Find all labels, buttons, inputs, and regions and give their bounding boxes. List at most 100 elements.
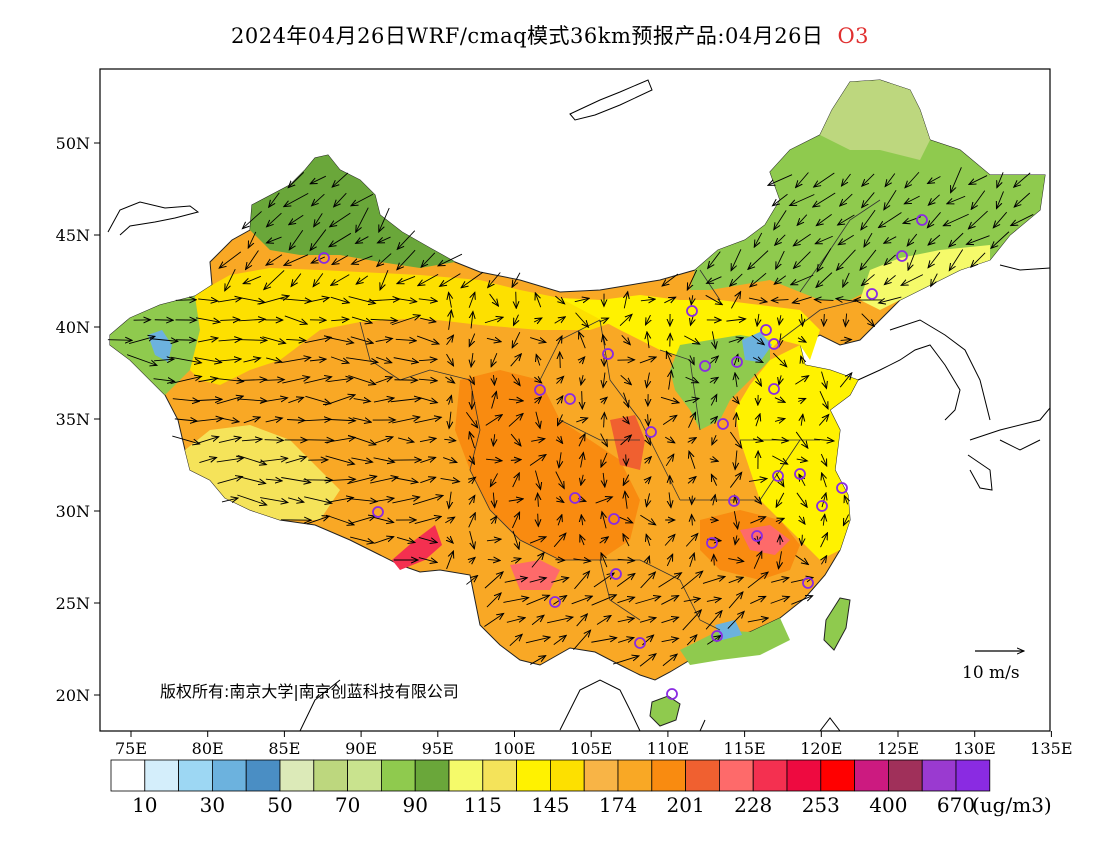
- wind-arrow: [346, 357, 378, 363]
- wind-arrow: [793, 233, 811, 246]
- species-label: O3: [837, 24, 870, 48]
- wind-arrow: [198, 299, 218, 301]
- wind-arrow: [237, 379, 266, 380]
- wind-arrow: [581, 474, 583, 485]
- wind-arrow: [330, 356, 349, 363]
- wind-arrow: [356, 236, 369, 244]
- wind-arrow: [771, 578, 789, 583]
- wind-arrow: [599, 318, 609, 322]
- wind-arrow: [665, 437, 675, 443]
- wind-arrow: [682, 610, 702, 631]
- wind-arrow: [352, 255, 373, 264]
- wind-arrow: [620, 374, 632, 384]
- wind-arrow: [619, 516, 632, 523]
- wind-arrow: [757, 313, 759, 326]
- lon-label: 100E: [493, 739, 535, 758]
- wind-arrow: [813, 192, 836, 207]
- lon-label: 95E: [422, 739, 454, 758]
- wind-arrow: [288, 172, 305, 187]
- wind-arrow: [243, 358, 260, 362]
- wind-arrow: [508, 399, 523, 401]
- wind-arrow: [312, 193, 325, 206]
- wind-arrow: [681, 571, 702, 590]
- lon-label: 115E: [723, 739, 765, 758]
- wind-arrow: [440, 478, 460, 481]
- legend-tick-label: 90: [402, 793, 427, 817]
- wind-arrow: [821, 371, 827, 389]
- wind-arrow: [506, 618, 525, 623]
- wind-arrow: [447, 537, 453, 543]
- wind-arrow: [639, 654, 656, 667]
- wind-arrow: [553, 533, 566, 548]
- wind-arrow: [512, 272, 521, 287]
- wind-arrow: [370, 477, 398, 484]
- wind-arrow: [558, 414, 563, 425]
- wind-arrow: [329, 232, 352, 246]
- legend-tick-label: 174: [599, 793, 637, 817]
- wind-arrow: [747, 572, 768, 589]
- wind-arrow: [1011, 214, 1034, 225]
- wind-arrow: [799, 515, 805, 524]
- wind-arrow: [199, 457, 216, 463]
- wind-arrow: [819, 391, 828, 409]
- wind-arrow: [419, 438, 436, 441]
- wind-arrow: [351, 458, 372, 462]
- wind-arrow: [560, 352, 561, 369]
- wind-arrow: [997, 172, 1004, 187]
- wind-arrow: [392, 497, 419, 504]
- wind-arrow: [557, 437, 562, 444]
- wind-arrow: [689, 451, 696, 469]
- wind-arrow: [241, 439, 262, 441]
- wind-arrow: [486, 593, 501, 608]
- wind-arrow: [801, 314, 802, 326]
- wind-arrow: [841, 173, 851, 186]
- city-marker: [706, 537, 718, 549]
- wind-arrow: [691, 295, 693, 305]
- city-marker: [610, 568, 622, 580]
- city-marker: [564, 393, 576, 405]
- city-marker: [768, 338, 780, 350]
- wind-arrow: [707, 276, 722, 284]
- wind-arrow: [604, 413, 605, 428]
- wind-arrow: [771, 300, 789, 301]
- wind-arrow: [685, 534, 698, 547]
- wind-arrow: [420, 477, 435, 484]
- wind-arrow: [646, 434, 651, 445]
- legend-swatch: [888, 759, 923, 792]
- wind-arrow: [346, 498, 377, 501]
- wind-arrow: [692, 515, 693, 526]
- wind-arrow: [617, 618, 634, 622]
- wind-arrow: [536, 354, 540, 366]
- legend-tick-label: 400: [869, 793, 907, 817]
- wind-arrow: [907, 233, 918, 246]
- wind-arrow: [471, 312, 473, 329]
- wind-arrow: [461, 271, 484, 287]
- wind-arrow: [709, 459, 718, 462]
- wind-arrow: [414, 417, 442, 424]
- wind-arrow: [757, 535, 759, 544]
- wind-arrow: [752, 439, 763, 441]
- wind-arrow: [260, 458, 287, 461]
- wind-arrow: [418, 379, 437, 381]
- wind-arrow: [601, 553, 608, 568]
- wind-arrow: [947, 195, 966, 204]
- legend-swatch: [685, 759, 720, 792]
- wind-arrow: [421, 252, 436, 267]
- city-marker: [666, 688, 678, 700]
- wind-arrow: [798, 399, 805, 402]
- wind-arrow: [646, 493, 649, 506]
- wind-arrow: [218, 298, 242, 302]
- wind-arrow: [687, 269, 698, 290]
- vector-scale: 10 m/s: [962, 651, 1024, 683]
- wind-arrow: [484, 572, 503, 589]
- wind-arrow: [774, 275, 787, 285]
- wind-arrow: [491, 516, 496, 525]
- city-marker: [866, 288, 878, 300]
- wind-arrow: [735, 535, 737, 544]
- wind-arrow: [334, 192, 347, 207]
- wind-arrow: [126, 354, 157, 366]
- wind-arrow: [264, 440, 284, 441]
- wind-arrow: [285, 457, 307, 464]
- city-marker: [836, 482, 848, 494]
- wind-arrow: [264, 270, 285, 289]
